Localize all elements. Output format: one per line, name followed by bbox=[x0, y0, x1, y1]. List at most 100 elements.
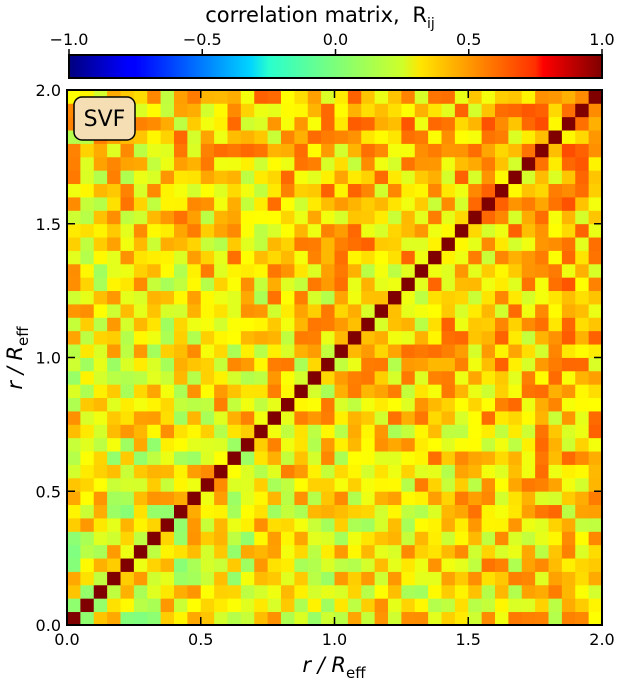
heatmap-cell bbox=[454, 370, 469, 385]
heatmap-cell bbox=[388, 183, 402, 198]
heatmap-cell bbox=[401, 558, 416, 572]
heatmap-cell bbox=[468, 584, 483, 599]
heatmap-cell bbox=[361, 317, 376, 332]
heatmap-cell bbox=[174, 584, 188, 599]
heatmap-cell bbox=[227, 518, 242, 532]
heatmap-cell bbox=[160, 90, 175, 104]
heatmap-cell bbox=[67, 491, 81, 506]
heatmap-cell bbox=[200, 464, 215, 479]
heatmap-cell bbox=[200, 103, 215, 118]
heatmap-cell bbox=[535, 531, 549, 546]
heatmap-cell bbox=[588, 210, 603, 225]
heatmap-cell bbox=[508, 197, 523, 211]
heatmap-cell bbox=[254, 598, 269, 613]
heatmap-cell bbox=[374, 411, 389, 425]
heatmap-cell bbox=[187, 370, 202, 385]
heatmap-cell bbox=[575, 451, 590, 465]
heatmap-cell bbox=[454, 263, 469, 278]
heatmap-cell bbox=[495, 424, 509, 439]
heatmap-cell bbox=[227, 611, 242, 626]
heatmap-cell bbox=[521, 170, 536, 185]
heatmap-cell bbox=[481, 437, 496, 452]
heatmap-cell bbox=[187, 504, 202, 519]
heatmap-cell bbox=[254, 531, 269, 546]
heatmap-cell bbox=[388, 611, 402, 626]
heatmap-cell bbox=[294, 491, 309, 506]
heatmap-cell bbox=[388, 357, 402, 372]
heatmap-cell bbox=[133, 611, 148, 626]
heatmap-cell bbox=[240, 304, 255, 318]
heatmap-cell bbox=[321, 156, 335, 171]
heatmap-cell bbox=[535, 156, 549, 171]
heatmap-cell bbox=[481, 130, 496, 144]
heatmap-cell bbox=[294, 384, 309, 399]
heatmap-cell bbox=[321, 197, 335, 211]
heatmap-cell bbox=[334, 90, 349, 104]
x-tick-label: 1.0 bbox=[322, 630, 347, 649]
heatmap-cell bbox=[347, 170, 362, 185]
heatmap-cell bbox=[254, 237, 269, 251]
heatmap-cell bbox=[187, 584, 202, 599]
heatmap-cell bbox=[521, 90, 536, 104]
heatmap-cell bbox=[80, 156, 95, 171]
heatmap-cell bbox=[401, 170, 416, 185]
heatmap-cell bbox=[160, 330, 175, 345]
heatmap-cell bbox=[107, 584, 121, 599]
heatmap-cell bbox=[468, 330, 483, 345]
heatmap-cell bbox=[200, 370, 215, 385]
heatmap-cell bbox=[575, 156, 590, 171]
heatmap-cell bbox=[468, 411, 483, 425]
heatmap-cell bbox=[281, 223, 295, 238]
heatmap-cell bbox=[240, 397, 255, 412]
heatmap-cell bbox=[361, 290, 376, 305]
heatmap-cell bbox=[347, 277, 362, 292]
heatmap-cell bbox=[548, 90, 563, 104]
heatmap-cell bbox=[120, 330, 135, 345]
heatmap-cell bbox=[307, 491, 322, 506]
heatmap-cell bbox=[561, 143, 576, 158]
heatmap-cell bbox=[254, 558, 269, 572]
heatmap-cell bbox=[428, 116, 442, 131]
heatmap-cell bbox=[254, 210, 269, 225]
heatmap-cell bbox=[307, 397, 322, 412]
heatmap-cell bbox=[200, 357, 215, 372]
heatmap-cell bbox=[67, 290, 81, 305]
heatmap-cell bbox=[454, 384, 469, 399]
heatmap-cell bbox=[133, 237, 148, 251]
heatmap-cell bbox=[80, 544, 95, 559]
heatmap-cell bbox=[120, 611, 135, 626]
heatmap-cell bbox=[93, 304, 108, 318]
heatmap-cell bbox=[187, 491, 202, 506]
heatmap-cell bbox=[160, 384, 175, 399]
heatmap-cell bbox=[240, 558, 255, 572]
heatmap-cell bbox=[200, 197, 215, 211]
heatmap-cell bbox=[468, 370, 483, 385]
heatmap-cell bbox=[254, 397, 269, 412]
heatmap-cell bbox=[200, 411, 215, 425]
heatmap-cell bbox=[294, 156, 309, 171]
heatmap-cell bbox=[147, 237, 162, 251]
heatmap-cell bbox=[307, 584, 322, 599]
heatmap-cell bbox=[281, 531, 295, 546]
heatmap-cell bbox=[120, 384, 135, 399]
heatmap-cell bbox=[414, 584, 429, 599]
heatmap-cell bbox=[428, 250, 442, 265]
heatmap-cell bbox=[428, 156, 442, 171]
heatmap-cell bbox=[214, 223, 228, 238]
heatmap-cell bbox=[93, 584, 108, 599]
heatmap-cell bbox=[307, 598, 322, 613]
heatmap-cell bbox=[294, 250, 309, 265]
heatmap-cell bbox=[307, 451, 322, 465]
heatmap-cell bbox=[227, 197, 242, 211]
heatmap-cell bbox=[281, 290, 295, 305]
y-tick-label: 1.5 bbox=[36, 215, 61, 234]
heatmap-cell bbox=[321, 437, 335, 452]
heatmap-cell bbox=[388, 571, 402, 586]
heatmap-cell bbox=[133, 223, 148, 238]
heatmap-cell bbox=[535, 451, 549, 465]
heatmap-cell bbox=[428, 90, 442, 104]
heatmap-cell bbox=[334, 103, 349, 118]
heatmap-cell bbox=[147, 277, 162, 292]
heatmap-cell bbox=[374, 397, 389, 412]
heatmap-cell bbox=[374, 571, 389, 586]
